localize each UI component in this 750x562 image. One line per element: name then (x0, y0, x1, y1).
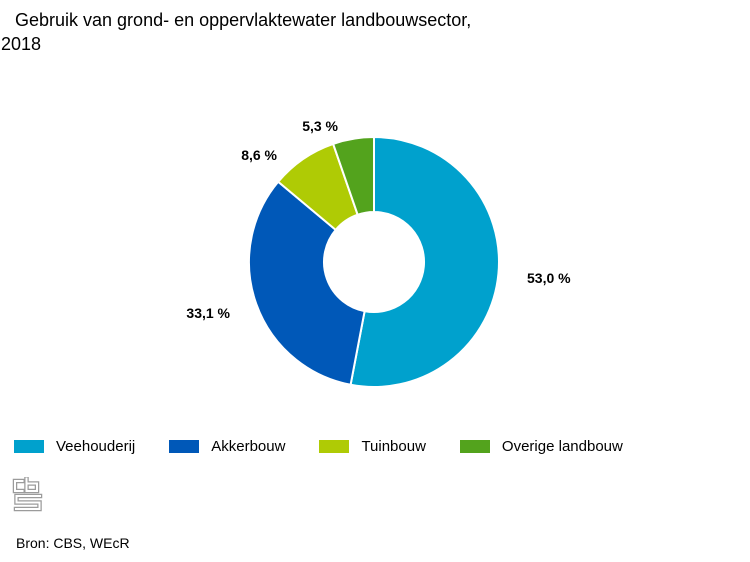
chart-title-line1: Gebruik van grond- en oppervlaktewater l… (15, 10, 472, 30)
chart-title-line2: 2018 (1, 34, 42, 54)
legend-swatch-tuinbouw (319, 440, 350, 453)
cbs-logo-icon (12, 477, 43, 512)
source-text: Bron: CBS, WEcR (16, 535, 130, 551)
chart-title: Gebruik van grond- en oppervlaktewater l… (1, 8, 471, 56)
data-label-veehouderij: 53,0 % (527, 270, 571, 286)
data-label-akkerbouw: 33,1 % (186, 305, 230, 321)
legend-item-veehouderij[interactable]: Veehouderij (14, 438, 135, 455)
legend-label-overige-landbouw: Overige landbouw (501, 438, 623, 455)
chart-legend: Veehouderij Akkerbouw Tuinbouw Overige land… (14, 438, 623, 455)
data-label-tuinbouw: 8,6 % (241, 147, 277, 163)
legend-item-tuinbouw[interactable]: Tuinbouw (319, 438, 426, 455)
data-label-overige-landbouw: 5,3 % (302, 118, 338, 134)
legend-swatch-veehouderij (14, 440, 44, 453)
legend-item-overige-landbouw[interactable]: Overige landbouw (459, 438, 623, 455)
legend-swatch-akkerbouw (169, 440, 200, 453)
legend-label-tuinbouw: Tuinbouw (361, 438, 426, 455)
pie-slice-overige-landbouw[interactable] (331, 135, 375, 217)
pie-slice-veehouderij[interactable] (349, 135, 500, 388)
legend-swatch-overige-landbouw (459, 440, 490, 453)
legend-label-veehouderij: Veehouderij (56, 438, 136, 455)
legend-item-akkerbouw[interactable]: Akkerbouw (169, 438, 285, 455)
pie-slice-akkerbouw[interactable] (248, 180, 366, 386)
legend-label-akkerbouw: Akkerbouw (211, 438, 286, 455)
